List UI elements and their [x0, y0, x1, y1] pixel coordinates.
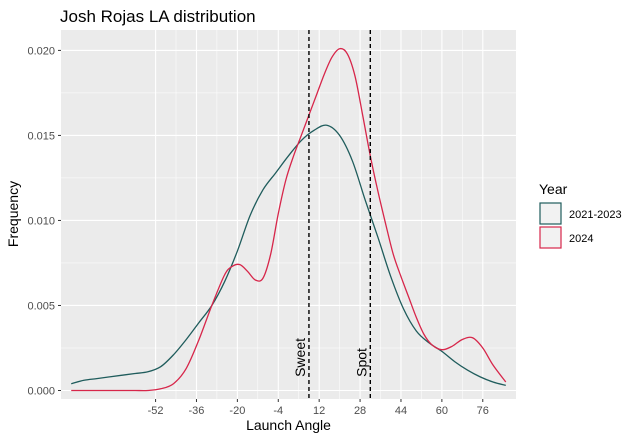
- legend-title: Year: [539, 181, 568, 197]
- x-tick-label: -52: [148, 405, 164, 417]
- y-tick-label: 0.020: [27, 45, 55, 57]
- annotation-label-spot: Spot: [353, 348, 369, 377]
- legend-label-2021-2023: 2021-2023: [569, 209, 622, 221]
- grid-lines: [61, 30, 516, 399]
- x-tick-label: -20: [229, 405, 245, 417]
- y-axis: 0.000 0.005 0.010 0.015 0.020: [27, 45, 61, 397]
- y-axis-title: Frequency: [5, 181, 21, 247]
- y-tick-label: 0.015: [27, 130, 55, 142]
- x-axis: -52 -36 -20 -4 12 28 44 60 76: [148, 399, 489, 417]
- x-tick-label: -36: [189, 405, 205, 417]
- annotation-layer: Sweet Spot: [292, 30, 371, 399]
- annotation-label-sweet: Sweet: [292, 338, 308, 377]
- plot-panel: [61, 30, 516, 399]
- x-tick-label: 76: [477, 405, 489, 417]
- x-tick-label: 44: [395, 405, 407, 417]
- y-tick-label: 0.005: [27, 300, 55, 312]
- chart-title: Josh Rojas LA distribution: [60, 7, 256, 26]
- legend-key-2021-2023: [539, 202, 562, 225]
- y-tick-label: 0.000: [27, 385, 55, 397]
- y-tick-label: 0.010: [27, 215, 55, 227]
- legend-key-2024: [539, 226, 562, 249]
- x-axis-title: Launch Angle: [246, 417, 331, 433]
- x-tick-label: 28: [354, 405, 366, 417]
- legend: Year 2021-2023 2024: [539, 181, 622, 249]
- x-tick-label: -4: [273, 405, 283, 417]
- legend-label-2024: 2024: [569, 233, 593, 245]
- x-tick-label: 60: [436, 405, 448, 417]
- x-tick-label: 12: [313, 405, 325, 417]
